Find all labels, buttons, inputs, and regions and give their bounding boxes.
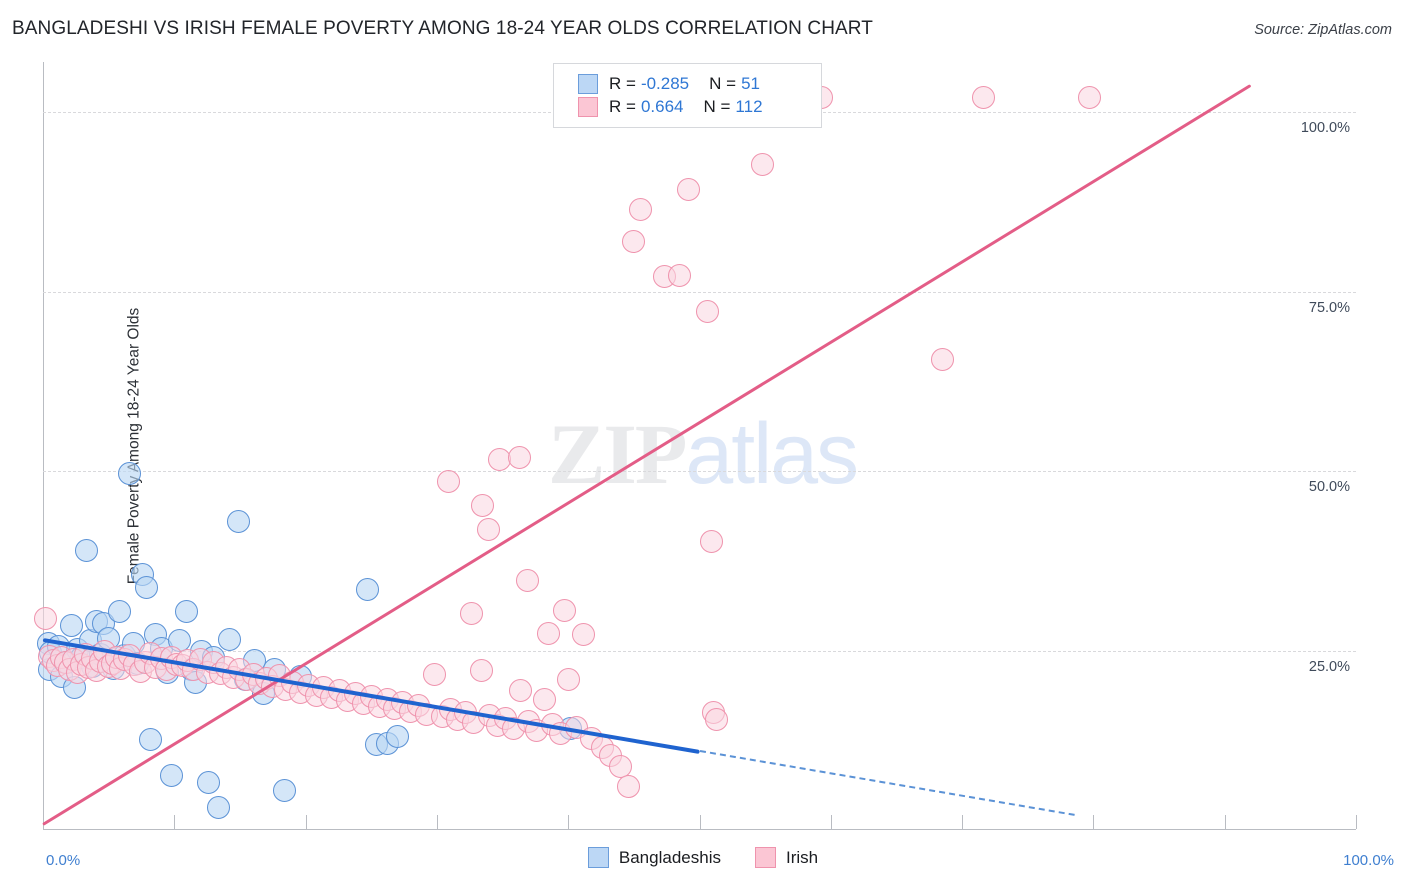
trendline-bangladeshis-extrapolated	[699, 749, 1074, 816]
data-point-b[interactable]	[160, 763, 184, 787]
series-label-irish: Irish	[785, 847, 819, 867]
data-point-b[interactable]	[135, 575, 159, 599]
data-point-p[interactable]	[556, 667, 580, 691]
data-point-p[interactable]	[699, 529, 723, 553]
data-point-b[interactable]	[74, 538, 98, 562]
n-value-irish: 112	[735, 97, 763, 116]
correlation-legend: R = -0.285 N = 51 R = 0.664 N = 112	[553, 63, 822, 128]
data-point-b[interactable]	[174, 599, 198, 623]
data-point-p[interactable]	[628, 198, 652, 222]
data-point-p[interactable]	[533, 687, 557, 711]
data-point-p[interactable]	[617, 775, 641, 799]
r-label-irish: R =	[609, 97, 636, 116]
series-legend-item-bangladeshis[interactable]: Bangladeshis	[587, 847, 721, 868]
x-axis-tick-5	[699, 815, 701, 829]
y-axis-label-100: 100.0%	[1300, 120, 1350, 137]
y-axis-label-75: 75.0%	[1308, 299, 1350, 316]
legend-swatch-bangladeshis	[578, 74, 598, 94]
series-legend: Bangladeshis Irish	[0, 847, 1406, 868]
legend-swatch-irish	[578, 97, 598, 117]
x-axis-line	[43, 829, 1356, 830]
r-value-irish: 0.664	[640, 97, 684, 116]
y-axis-label-25: 25.0%	[1308, 658, 1350, 675]
data-point-b[interactable]	[196, 771, 220, 795]
data-point-p[interactable]	[437, 470, 461, 494]
x-axis-tick-8	[1093, 815, 1095, 829]
data-point-b[interactable]	[60, 613, 84, 637]
data-point-b[interactable]	[386, 725, 409, 749]
x-axis-tick-1	[174, 815, 176, 829]
x-axis-tick-10	[1356, 815, 1357, 829]
data-point-p[interactable]	[677, 177, 701, 201]
data-point-p[interactable]	[509, 679, 533, 703]
data-point-p[interactable]	[515, 568, 539, 592]
data-point-b[interactable]	[273, 779, 297, 803]
x-axis-tick-6	[830, 815, 832, 829]
n-label-irish: N =	[703, 97, 731, 116]
data-point-p[interactable]	[1077, 86, 1101, 110]
watermark-zip: ZIP	[548, 406, 687, 502]
data-point-b[interactable]	[227, 509, 251, 533]
x-axis-max-label: 100.0%	[1343, 852, 1394, 869]
data-point-p[interactable]	[668, 264, 692, 288]
data-point-p[interactable]	[476, 517, 500, 541]
correlation-row-bangladeshis: R = -0.285 N = 51	[578, 74, 821, 94]
data-point-p[interactable]	[705, 707, 729, 731]
page-title: BANGLADESHI VS IRISH FEMALE POVERTY AMON…	[12, 18, 873, 39]
series-label-bangladeshis: Bangladeshis	[618, 847, 721, 867]
y-axis-label-50: 50.0%	[1308, 479, 1350, 496]
gridline-25	[43, 650, 1356, 652]
gridline-75	[43, 291, 1356, 293]
r-value-bangladeshis: -0.285	[640, 74, 690, 93]
series-legend-item-irish[interactable]: Irish	[754, 847, 819, 868]
data-point-p[interactable]	[609, 754, 633, 778]
data-point-p[interactable]	[751, 153, 775, 177]
data-point-p[interactable]	[695, 300, 719, 324]
data-point-p[interactable]	[508, 445, 532, 469]
x-axis-tick-4	[568, 815, 570, 829]
data-point-p[interactable]	[422, 663, 446, 687]
x-axis-min-label: 0.0%	[46, 852, 81, 869]
data-point-b[interactable]	[118, 462, 142, 486]
data-point-b[interactable]	[207, 795, 231, 819]
data-point-p[interactable]	[471, 494, 495, 518]
r-label-bangladeshis: R =	[609, 74, 636, 93]
trendline-irish	[42, 83, 1252, 826]
x-axis-tick-2	[305, 815, 307, 829]
data-point-p[interactable]	[552, 598, 576, 622]
data-point-p[interactable]	[459, 601, 483, 625]
gridline-50	[43, 471, 1356, 473]
correlation-row-irish: R = 0.664 N = 112	[578, 97, 821, 117]
data-point-p[interactable]	[622, 229, 646, 253]
x-axis-tick-9	[1224, 815, 1226, 829]
data-point-b[interactable]	[355, 578, 379, 602]
data-point-p[interactable]	[572, 623, 596, 647]
data-point-b[interactable]	[139, 728, 163, 752]
source-label: Source: ZipAtlas.com	[1254, 22, 1392, 38]
y-axis-line	[43, 62, 44, 830]
n-label-bangladeshis: N =	[709, 74, 737, 93]
data-point-p[interactable]	[470, 659, 494, 683]
x-axis-tick-7	[962, 815, 964, 829]
data-point-p[interactable]	[930, 347, 954, 371]
series-swatch-irish	[754, 847, 776, 868]
data-point-b[interactable]	[217, 628, 241, 652]
data-point-p[interactable]	[34, 607, 58, 631]
data-point-b[interactable]	[107, 599, 131, 623]
n-value-bangladeshis: 51	[741, 74, 760, 93]
data-point-p[interactable]	[971, 86, 995, 110]
series-swatch-bangladeshis	[587, 847, 609, 868]
data-point-p[interactable]	[537, 621, 560, 645]
plot-area: ZIPatlas 25.0% 50.0% 75.0% 100.0%	[34, 62, 1356, 830]
watermark-atlas: atlas	[685, 406, 859, 502]
x-axis-tick-3	[436, 815, 438, 829]
